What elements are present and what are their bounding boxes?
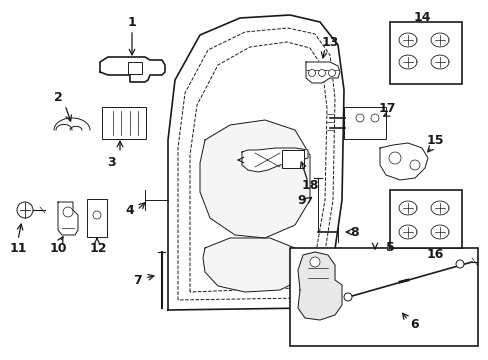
Text: 16: 16 xyxy=(426,248,443,261)
Circle shape xyxy=(370,114,378,122)
Circle shape xyxy=(328,69,335,77)
Polygon shape xyxy=(203,238,305,292)
Circle shape xyxy=(388,152,400,164)
Bar xyxy=(289,248,477,346)
Polygon shape xyxy=(305,62,339,83)
Circle shape xyxy=(343,293,351,301)
Text: 1: 1 xyxy=(127,15,136,28)
Text: 13: 13 xyxy=(321,36,338,49)
Polygon shape xyxy=(200,120,309,238)
Text: 6: 6 xyxy=(410,319,418,332)
Circle shape xyxy=(409,160,419,170)
Text: 5: 5 xyxy=(385,240,393,253)
Text: 11: 11 xyxy=(9,242,27,255)
FancyBboxPatch shape xyxy=(102,107,146,139)
Bar xyxy=(389,190,461,248)
Text: 7: 7 xyxy=(133,274,142,287)
Circle shape xyxy=(17,202,33,218)
Circle shape xyxy=(455,260,463,268)
Text: 14: 14 xyxy=(412,10,430,23)
Polygon shape xyxy=(242,148,307,172)
Text: 15: 15 xyxy=(426,134,443,147)
FancyBboxPatch shape xyxy=(87,199,107,237)
Text: 10: 10 xyxy=(49,242,67,255)
Circle shape xyxy=(93,211,101,219)
Circle shape xyxy=(308,69,315,77)
Circle shape xyxy=(318,69,325,77)
Text: 18: 18 xyxy=(301,179,318,192)
Polygon shape xyxy=(100,57,164,82)
Text: 12: 12 xyxy=(89,242,106,255)
Circle shape xyxy=(309,257,319,267)
Text: 3: 3 xyxy=(107,156,116,168)
Text: 8: 8 xyxy=(350,225,359,239)
Text: 9: 9 xyxy=(297,194,305,207)
Polygon shape xyxy=(379,143,427,180)
Bar xyxy=(282,150,304,168)
Polygon shape xyxy=(297,252,341,320)
Text: 2: 2 xyxy=(54,90,62,104)
Bar xyxy=(128,62,142,74)
FancyBboxPatch shape xyxy=(343,107,385,139)
Polygon shape xyxy=(58,202,78,235)
Text: 4: 4 xyxy=(125,203,134,216)
Bar xyxy=(389,22,461,84)
Circle shape xyxy=(63,207,73,217)
Circle shape xyxy=(355,114,363,122)
Text: 17: 17 xyxy=(378,102,395,114)
